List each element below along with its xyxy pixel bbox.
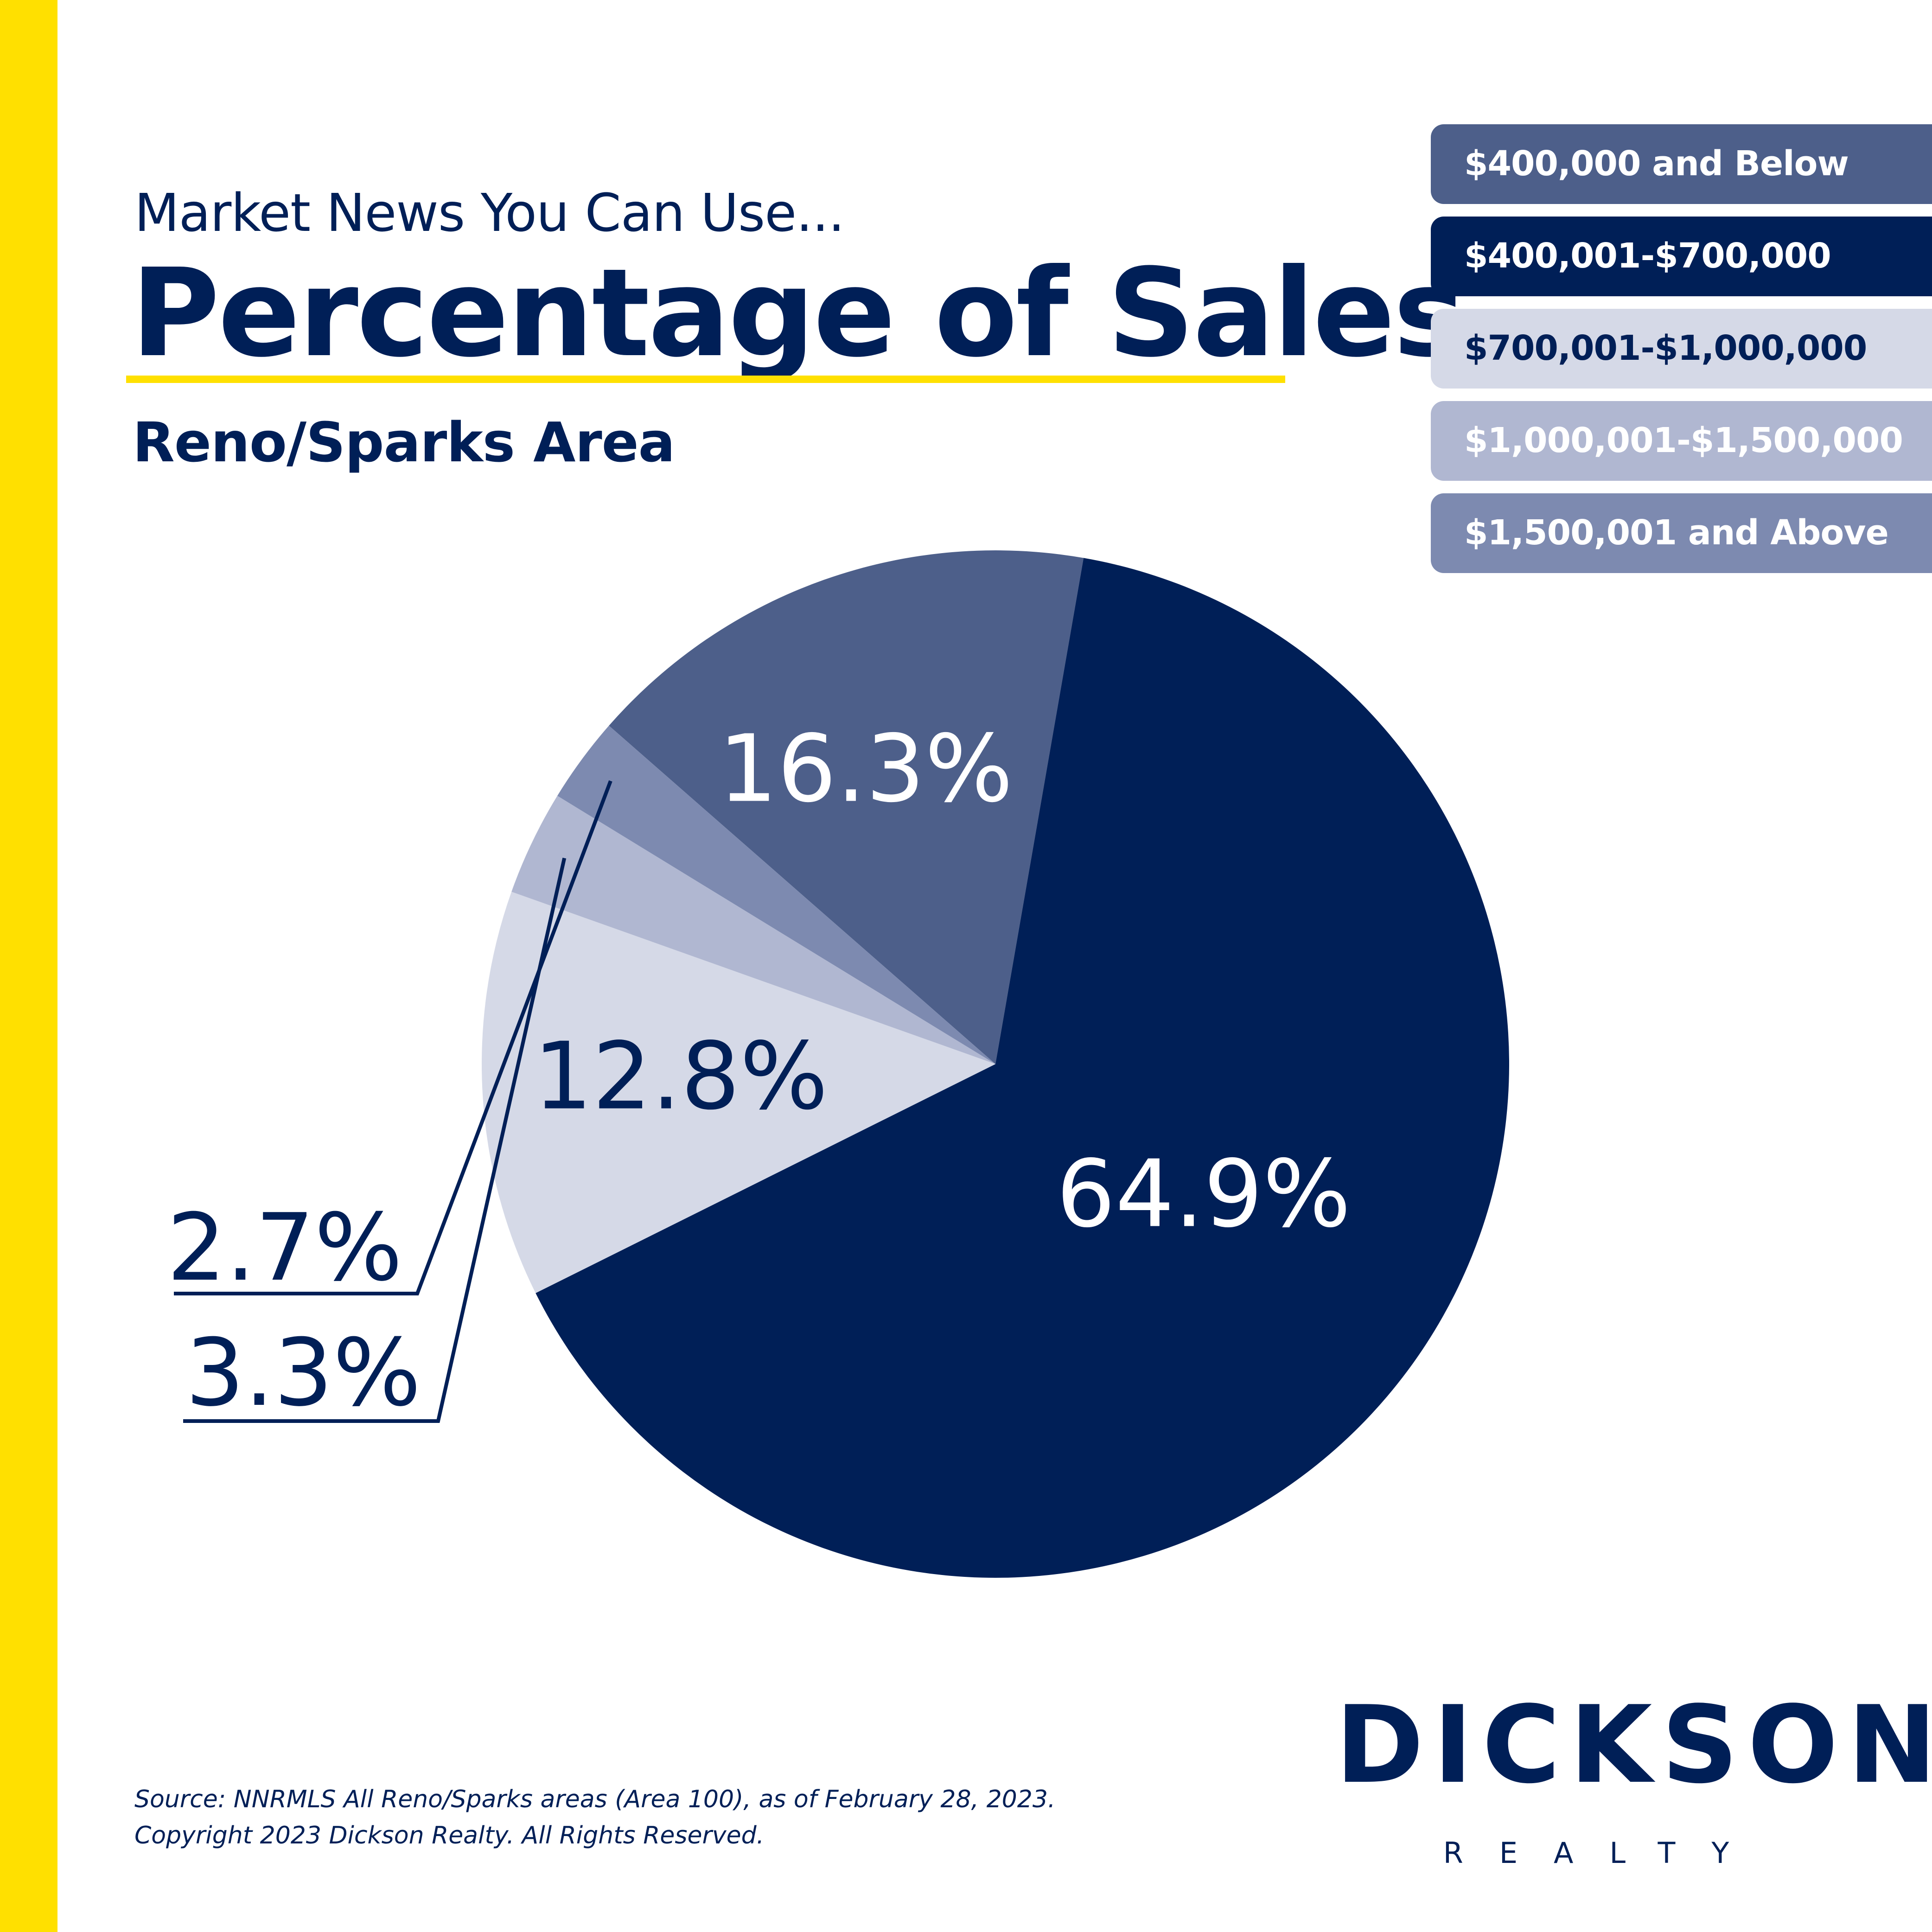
dickson-realty-logo: DICKSON REALTY bbox=[1335, 1683, 1932, 1870]
slice-data-label: 3.3% bbox=[185, 1319, 421, 1427]
legend-label: $400,001-$700,000 bbox=[1464, 236, 1831, 276]
pie-slice bbox=[557, 726, 995, 1064]
slice-data-label: 12.8% bbox=[534, 1022, 828, 1130]
source-line-1: Source: NNRMLS All Reno/Sparks areas (Ar… bbox=[134, 1785, 1056, 1813]
yellow-accent-bar bbox=[0, 0, 57, 1932]
kicker-text: Market News You Can Use... bbox=[134, 183, 845, 243]
legend-label: $1,000,001-$1,500,000 bbox=[1464, 421, 1903, 460]
legend-item: $1,500,001 and Above bbox=[1431, 493, 1932, 573]
chart-legend: $400,000 and Below $400,001-$700,000 $700,… bbox=[1431, 124, 1932, 586]
legend-label: $1,500,001 and Above bbox=[1464, 513, 1889, 553]
legend-item: $700,001-$1,000,000 bbox=[1431, 309, 1932, 389]
slice-data-label: 64.9% bbox=[1056, 1140, 1351, 1248]
title-underline bbox=[126, 376, 1285, 383]
leader-line bbox=[174, 780, 612, 1295]
legend-item: $400,001-$700,000 bbox=[1431, 217, 1932, 296]
pie-slice bbox=[511, 796, 995, 1064]
slice-data-label: 16.3% bbox=[718, 715, 1013, 823]
logo-name: DICKSON bbox=[1335, 1683, 1932, 1807]
page-title: Percentage of Sales bbox=[131, 242, 1466, 384]
legend-label: $400,000 and Below bbox=[1464, 144, 1849, 184]
leader-line bbox=[183, 857, 567, 1423]
pie-slice bbox=[609, 550, 1084, 1064]
pie-slice bbox=[536, 558, 1510, 1578]
logo-sub: REALTY bbox=[1443, 1836, 1766, 1870]
legend-label: $700,001-$1,000,000 bbox=[1464, 328, 1867, 368]
legend-item: $400,000 and Below bbox=[1431, 124, 1932, 204]
source-note: Source: NNRMLS All Reno/Sparks areas (Ar… bbox=[134, 1781, 1055, 1854]
slice-data-label: 2.7% bbox=[167, 1194, 402, 1302]
pie-slice bbox=[482, 892, 995, 1294]
legend-item: $1,000,001-$1,500,000 bbox=[1431, 401, 1932, 481]
page-subtitle: Reno/Sparks Area bbox=[133, 410, 675, 474]
source-line-2: Copyright 2023 Dickson Realty. All Right… bbox=[134, 1822, 765, 1849]
